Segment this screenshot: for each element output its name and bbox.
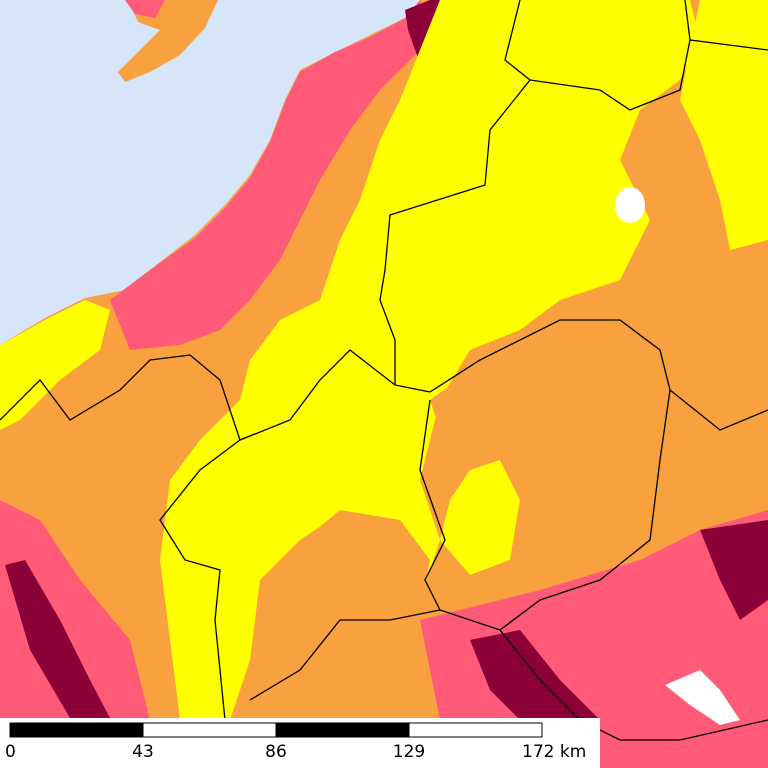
island-core [125,0,165,18]
scale-segment [408,722,543,738]
scale-label: 86 [265,742,287,762]
east-high [700,520,768,620]
lake [615,187,645,223]
yellow-west [0,300,110,430]
yellow-north-east [680,0,768,250]
orange-east [430,320,660,580]
island [118,0,218,82]
scale-bar [9,722,543,738]
scale-segment [142,722,277,738]
lake [665,670,740,725]
scale-label: 0 [5,742,16,762]
south-west-zone [0,500,150,720]
scale-segment [9,722,144,738]
coastal-zone [110,0,430,350]
scale-label: 172 km [522,742,586,762]
south-west-high [5,560,110,718]
scale-label: 43 [132,742,154,762]
yellow-plateau [440,460,520,575]
yellow-zone [160,0,700,720]
scale-segment [275,722,410,738]
sea [0,0,420,345]
scale-label: 129 [393,742,425,762]
orange-basin [270,510,430,640]
